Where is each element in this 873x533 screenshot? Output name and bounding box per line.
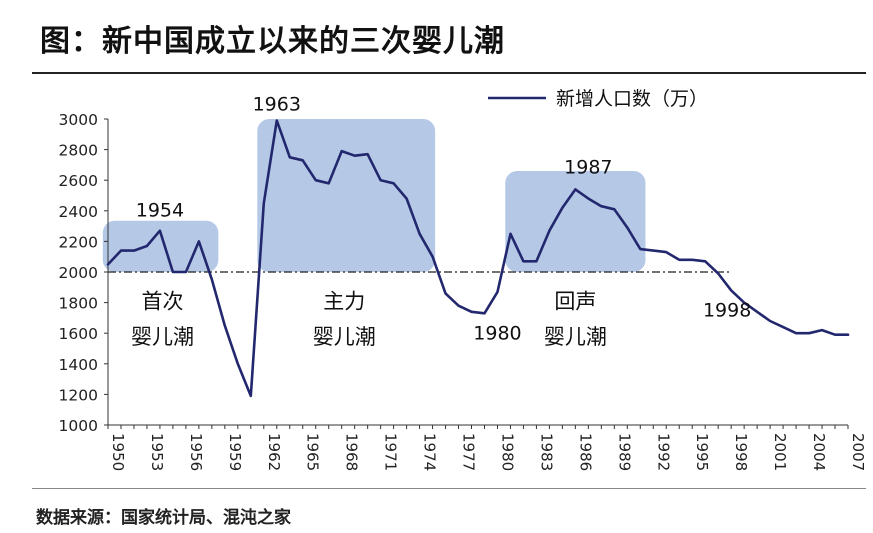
x-tick-label: 1989 (615, 433, 633, 471)
y-tick-label: 2200 (59, 233, 98, 251)
y-tick-label: 2000 (59, 264, 98, 282)
x-tick-label: 1998 (732, 433, 750, 471)
title-divider (32, 72, 866, 74)
x-tick-label: 1992 (654, 433, 672, 471)
page-title: 图：新中国成立以来的三次婴儿潮 (40, 24, 505, 59)
x-tick-label: 1950 (109, 433, 127, 471)
x-tick-label: 1974 (421, 433, 439, 471)
y-tick-label: 1000 (59, 417, 98, 435)
x-tick-label: 2004 (810, 433, 828, 471)
x-tick-label: 1962 (265, 433, 283, 471)
annotation-1987: 1987 (564, 156, 612, 178)
x-tick-label: 1986 (576, 433, 594, 471)
x-tick-label: 1953 (148, 433, 166, 471)
x-tick-label: 2007 (849, 433, 867, 471)
series-layer (106, 119, 850, 398)
annotation-1980: 1980 (473, 322, 521, 344)
x-tick-label: 1995 (693, 433, 711, 471)
x-tick-label: 1980 (498, 433, 516, 471)
x-tick-label: 1983 (537, 433, 555, 471)
y-tick-label: 1400 (59, 356, 98, 374)
x-tick-label: 1959 (226, 433, 244, 471)
y-tick-label: 3000 (59, 111, 98, 129)
boom-region-1 (102, 220, 219, 272)
x-tick-label: 1956 (187, 433, 205, 471)
x-tick-label: 1968 (343, 433, 361, 471)
y-tick-label: 2400 (59, 203, 98, 221)
series-line-1 (106, 119, 850, 398)
y-tick-label: 2800 (59, 142, 98, 160)
boom-label-1-line1: 首次 (142, 290, 184, 314)
chart-axes: 1000 1200 1400 1600 1800 2000 2200 2400 2600 2800… (59, 111, 867, 471)
y-tick-label: 1800 (59, 295, 98, 313)
footer-divider (32, 488, 866, 489)
annotation-1963: 1963 (253, 94, 301, 116)
y-tick-label: 1600 (59, 325, 98, 343)
legend-label: 新增人口数（万） (556, 88, 708, 110)
boom-label-3-line1: 回声 (554, 290, 596, 314)
baby-boom-regions (102, 119, 646, 272)
y-tick-label: 2600 (59, 172, 98, 190)
x-tick-label: 1977 (460, 433, 478, 471)
chart-legend: 新增人口数（万） (488, 88, 708, 110)
x-tick-label: 2001 (771, 433, 789, 471)
x-tick-label: 1971 (382, 433, 400, 471)
annotation-1954: 1954 (136, 200, 184, 222)
y-tick-label: 1200 (59, 386, 98, 404)
boom-region-2 (257, 119, 436, 272)
boom-label-2-line1: 主力 (323, 290, 365, 314)
boom-region-3 (505, 171, 646, 272)
annotation-1998: 1998 (703, 299, 751, 321)
boom-label-3-line2: 婴儿潮 (544, 325, 607, 349)
boom-label-2-line2: 婴儿潮 (313, 325, 376, 349)
x-tick-label: 1965 (304, 433, 322, 471)
data-source: 数据来源：国家统计局、混沌之家 (36, 508, 291, 528)
boom-label-1-line2: 婴儿潮 (131, 325, 194, 349)
